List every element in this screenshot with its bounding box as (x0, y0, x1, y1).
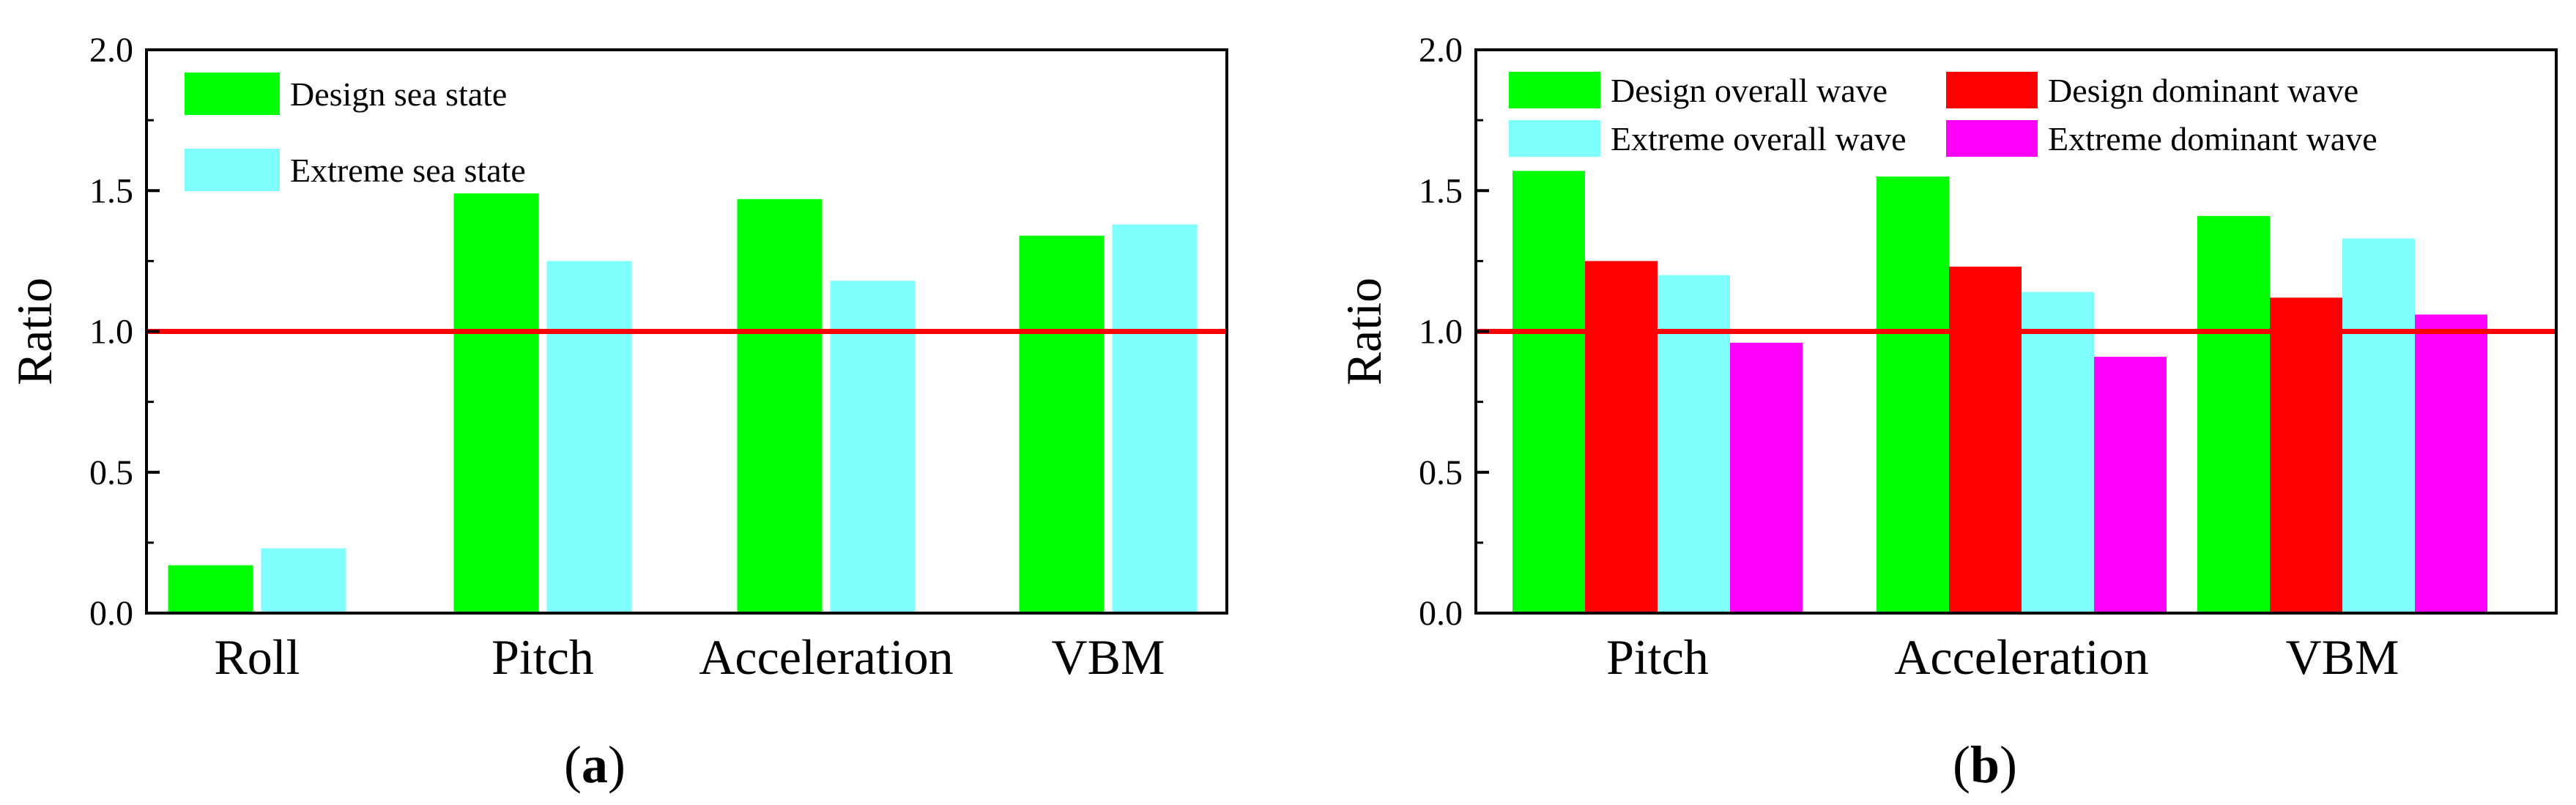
panel-label-b: (b) (1953, 735, 2017, 794)
legend-swatch-a-2 (185, 149, 280, 191)
bar-a-2-1 (261, 548, 346, 613)
bar-b-2-2 (1949, 267, 2022, 613)
legend-swatch-a-1 (185, 73, 280, 115)
y-tick-label-b-3: 1.0 (1419, 313, 1463, 352)
legend-swatch-b-3 (1509, 120, 1600, 157)
bar-b-3-3 (2342, 238, 2415, 613)
x-category-label-b-2: Acceleration (1894, 629, 2148, 685)
bar-a-2-4 (1112, 224, 1198, 613)
bar-a-2-3 (830, 281, 916, 613)
bar-a-1-4 (1019, 235, 1105, 613)
bar-b-3-1 (1658, 275, 1730, 613)
bar-b-1-2 (1877, 177, 1949, 613)
x-category-label-a-4: VBM (1052, 629, 1165, 685)
bar-b-4-3 (2415, 314, 2487, 613)
bar-b-1-3 (2197, 215, 2270, 614)
legend-label-a-2: Extreme sea state (290, 152, 526, 189)
y-tick-label-a-4: 1.5 (89, 171, 133, 210)
y-tick-label-b-2: 0.5 (1419, 453, 1463, 492)
panel-label-a: (a) (564, 735, 626, 794)
legend-label-b-2: Design dominant wave (2048, 72, 2358, 109)
legend-label-b-1: Design overall wave (1611, 72, 1888, 109)
bar-b-2-1 (1585, 261, 1658, 613)
x-category-label-b-3: VBM (2286, 629, 2399, 685)
bar-b-4-2 (2094, 357, 2167, 613)
bar-a-1-2 (453, 193, 539, 614)
y-tick-label-b-4: 1.5 (1419, 171, 1463, 210)
y-tick-label-b-1: 0.0 (1419, 594, 1463, 633)
bar-a-1-3 (737, 199, 823, 613)
legend-label-b-3: Extreme overall wave (1611, 120, 1907, 157)
x-category-label-b-1: Pitch (1606, 629, 1709, 685)
y-tick-label-a-2: 0.5 (89, 453, 133, 492)
bar-b-2-3 (2270, 297, 2342, 613)
y-axis-title-b: Ratio (1336, 278, 1392, 385)
legend-label-b-4: Extreme dominant wave (2048, 120, 2378, 157)
chart-panel-b: 0.0 0.5 1.0 1.5 2.0 Ratio Pitch Acceleration VBM… (1336, 31, 2558, 794)
y-tick-label-a-1: 0.0 (89, 594, 133, 633)
legend-swatch-b-2 (1946, 72, 2038, 108)
y-tick-label-a-5: 2.0 (89, 31, 133, 70)
bar-b-3-2 (2022, 292, 2094, 613)
legend-swatch-b-1 (1509, 72, 1600, 108)
legend-swatch-b-4 (1946, 120, 2038, 157)
chart-panel-a: 0.0 0.5 1.0 1.5 2.0 Ratio Roll Pitch Acceleratio… (7, 31, 1228, 794)
bar-a-2-2 (546, 261, 632, 613)
x-category-label-a-1: Roll (214, 629, 300, 685)
legend-label-a-1: Design sea state (290, 75, 507, 113)
bar-a-1-1 (168, 565, 253, 613)
x-category-label-a-2: Pitch (491, 629, 594, 685)
x-category-label-a-3: Acceleration (699, 629, 953, 685)
bar-b-1-1 (1512, 171, 1585, 613)
y-tick-label-a-3: 1.0 (89, 313, 133, 352)
bar-b-4-1 (1730, 342, 1803, 613)
y-tick-label-b-5: 2.0 (1419, 31, 1463, 70)
y-axis-title-a: Ratio (7, 278, 62, 385)
